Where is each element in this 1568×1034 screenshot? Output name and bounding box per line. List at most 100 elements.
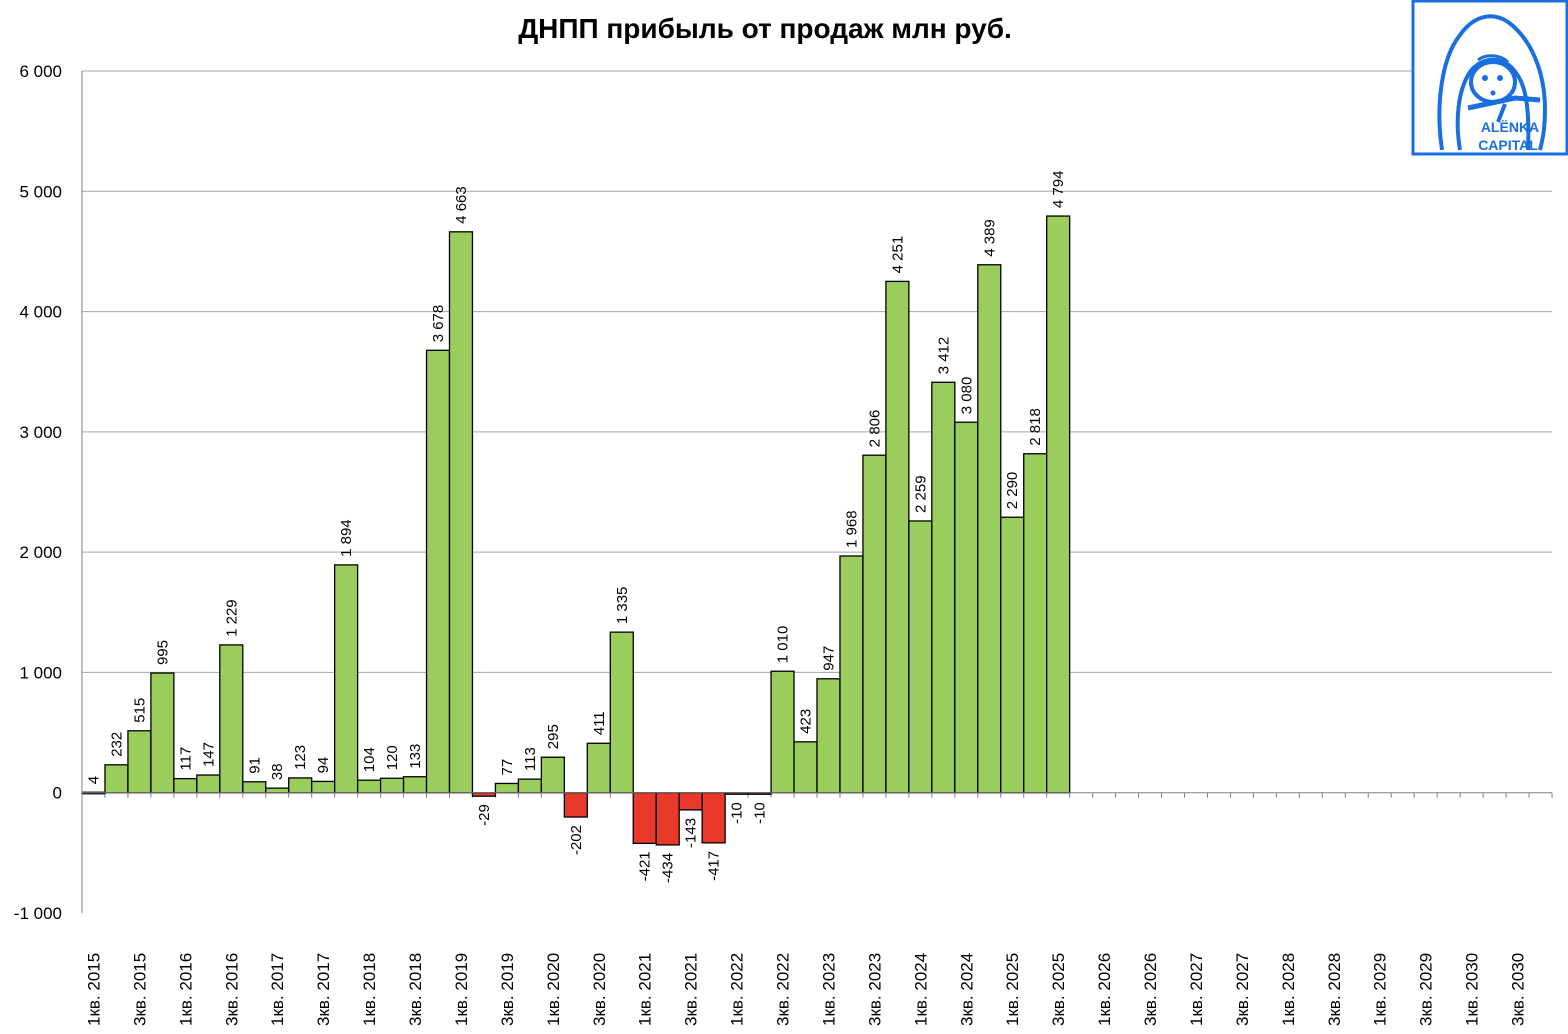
data-label: 1 010 (775, 626, 792, 664)
bar (954, 421, 979, 794)
x-tick-label: 1кв. 2018 (360, 953, 379, 1026)
bar (655, 792, 680, 846)
data-label: 120 (384, 745, 401, 770)
data-label: 2 806 (866, 410, 883, 448)
data-label: 411 (591, 711, 608, 735)
data-label: 1 894 (338, 519, 355, 557)
bar (494, 782, 520, 794)
data-label: 123 (292, 745, 309, 770)
data-label: 2 818 (1027, 408, 1044, 446)
x-tick-label: 1кв. 2019 (452, 953, 471, 1026)
bar (862, 454, 887, 794)
bar (770, 670, 795, 794)
bar (793, 741, 818, 794)
x-tick-label: 1кв. 2026 (1095, 953, 1114, 1026)
x-tick-label: 1кв. 2023 (819, 953, 838, 1026)
data-label: -434 (660, 853, 677, 883)
bar (219, 644, 244, 794)
data-label: 1 335 (614, 587, 631, 625)
data-label: -143 (683, 818, 700, 848)
bar (586, 742, 611, 794)
bar (678, 792, 703, 811)
data-label: 104 (361, 747, 378, 772)
matryoshka-face-icon (1477, 54, 1510, 96)
bar (701, 792, 726, 844)
data-label: 515 (131, 698, 148, 723)
data-label: 113 (522, 747, 539, 771)
x-tick-label: 3кв. 2019 (498, 953, 517, 1026)
bar (448, 231, 474, 794)
y-axis-tick-labels: 6 000 5 000 4 000 3 000 2 000 1 000 0 -1 000 (14, 62, 62, 923)
data-label: 995 (154, 640, 171, 665)
data-label: 147 (200, 742, 217, 767)
bars (81, 215, 1071, 846)
bar (242, 781, 267, 794)
x-tick-label: 3кв. 2023 (865, 953, 884, 1026)
bar (334, 564, 359, 794)
data-label: 38 (269, 763, 286, 780)
x-tick-label: 1кв. 2022 (728, 953, 747, 1026)
data-label: 1 229 (223, 599, 240, 637)
bar (632, 792, 657, 845)
data-label: -10 (729, 802, 746, 824)
bar (563, 792, 588, 818)
x-tick-label: 3кв. 2018 (406, 953, 425, 1026)
x-tick-label: 1кв. 2021 (636, 953, 655, 1026)
bar (356, 779, 382, 794)
logo-line2: CAPITAL (1478, 137, 1538, 153)
data-label: 423 (798, 709, 815, 734)
bar (127, 730, 152, 794)
bar (931, 381, 956, 794)
bar (150, 672, 175, 794)
bar (977, 264, 1002, 794)
y-tick-label: 4 000 (19, 303, 62, 322)
bar (908, 520, 933, 794)
x-tick-label: 1кв. 2024 (911, 953, 930, 1026)
bar (1046, 215, 1071, 794)
data-label: 947 (820, 646, 837, 671)
data-label: -417 (706, 851, 723, 881)
x-tick-label: 1кв. 2017 (268, 953, 287, 1026)
y-tick-label: -1 000 (14, 904, 62, 923)
x-tick-label: 3кв. 2024 (957, 953, 976, 1026)
x-tick-label: 1кв. 2028 (1279, 953, 1298, 1026)
data-label: 232 (108, 732, 125, 757)
bar (379, 777, 405, 794)
data-label: 3 080 (958, 377, 975, 415)
bar (288, 777, 313, 794)
data-label: -202 (568, 825, 585, 855)
data-label: -421 (637, 851, 654, 881)
axes (81, 71, 1552, 913)
x-tick-label: 3кв. 2021 (682, 953, 701, 1026)
bar (173, 777, 198, 794)
bar (540, 756, 565, 794)
x-tick-label: 3кв. 2027 (1233, 953, 1252, 1026)
bar (609, 631, 634, 794)
x-tick-label: 1кв. 2029 (1371, 953, 1390, 1026)
x-tick-label: 1кв. 2015 (84, 953, 103, 1026)
x-tick-label: 3кв. 2026 (1141, 953, 1160, 1026)
bar (839, 555, 864, 794)
x-tick-label: 3кв. 2025 (1049, 953, 1068, 1026)
data-label: 4 794 (1050, 171, 1067, 209)
x-tick-label: 1кв. 2016 (176, 953, 195, 1026)
data-label: 77 (499, 759, 516, 776)
y-tick-label: 1 000 (19, 663, 62, 682)
x-tick-label: 3кв. 2016 (222, 953, 241, 1026)
alenka-capital-logo: ALЁNKA CAPITAL (1411, 0, 1568, 156)
x-tick-label: 3кв. 2017 (314, 953, 333, 1026)
bar (196, 774, 221, 794)
bar (885, 280, 910, 794)
x-tick-label: 3кв. 2020 (590, 953, 609, 1026)
x-axis-ticks (81, 792, 1553, 798)
y-tick-label: 3 000 (19, 423, 62, 442)
data-label: 1 968 (843, 510, 860, 548)
chart-title: ДНПП прибыль от продаж млн руб. (518, 13, 1012, 44)
data-label: -10 (752, 802, 769, 824)
bar (1023, 453, 1048, 794)
bar (816, 678, 841, 794)
bar (402, 776, 428, 794)
y-tick-label: 0 (53, 784, 62, 803)
y-tick-label: 2 000 (19, 543, 62, 562)
